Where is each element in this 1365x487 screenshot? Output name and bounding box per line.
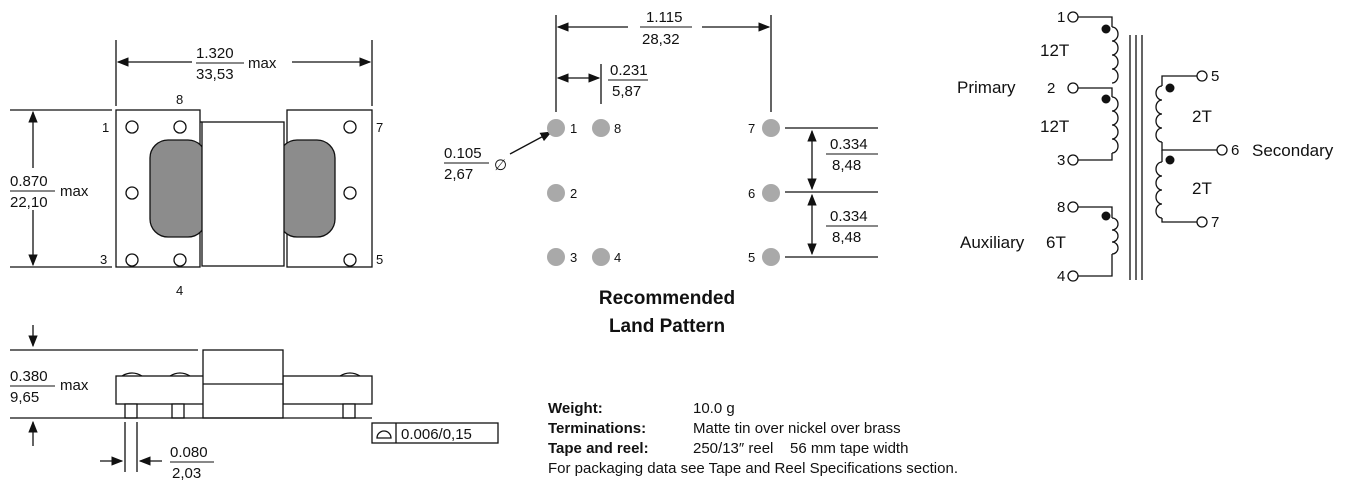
pin-width-in: 0.080 <box>170 444 208 461</box>
span-in: 1.115 <box>646 9 682 26</box>
top-view-text: 1.320 33,53 max 0.870 22,10 max 1 8 7 3 … <box>10 45 383 298</box>
pad-label-1: 1 <box>570 121 577 136</box>
pin-label-7: 7 <box>376 120 383 135</box>
polarity-dots <box>1101 24 1175 221</box>
side-left-flange <box>115 375 205 405</box>
pad-2 <box>547 184 565 202</box>
winding-body <box>201 121 285 267</box>
schematic <box>1067 11 1228 282</box>
width-in: 1.320 <box>196 45 234 62</box>
pad-6 <box>762 184 780 202</box>
turns-sec-2: 2T <box>1192 179 1212 198</box>
sch-pin-2: 2 <box>1047 80 1055 97</box>
sch-pin-3: 3 <box>1057 152 1065 169</box>
left-core <box>149 139 207 238</box>
row-pitch-2-mm: 8,48 <box>832 229 861 246</box>
weight-value: 10.0 g <box>693 400 735 417</box>
side-view <box>10 325 499 472</box>
turns-primary-1: 12T <box>1040 41 1069 60</box>
pad-dia-mm: 2,67 <box>444 166 473 183</box>
side-height-mm: 9,65 <box>10 389 39 406</box>
height-in: 0.870 <box>10 173 48 190</box>
coplanarity-value: 0.006/0,15 <box>401 426 472 443</box>
land-caption-line2: Land Pattern <box>609 316 725 337</box>
pad-5 <box>762 248 780 266</box>
tape-value: 250/13″ reel 56 mm tape width <box>693 440 909 457</box>
side-pin-2 <box>171 403 185 419</box>
schematic-text: 1 2 3 8 4 5 6 7 12T 12T 6T 2T 2T Primary… <box>957 9 1334 285</box>
land-pattern <box>509 15 878 258</box>
turns-sec-1: 2T <box>1192 107 1212 126</box>
top-view <box>10 40 373 268</box>
pin-label-5: 5 <box>376 252 383 267</box>
pad-label-8: 8 <box>614 121 621 136</box>
turns-primary-2: 12T <box>1040 117 1069 136</box>
pad-label-6: 6 <box>748 186 755 201</box>
row-pitch-1-in: 0.334 <box>830 136 868 153</box>
coplanarity-frame <box>371 422 499 444</box>
pad-label-7: 7 <box>748 121 755 136</box>
right-core <box>278 139 336 238</box>
side-height-in: 0.380 <box>10 368 48 385</box>
span-mm: 28,32 <box>642 31 680 48</box>
pad-8 <box>592 119 610 137</box>
pin-label-1: 1 <box>102 120 109 135</box>
side-pin-3 <box>342 403 356 419</box>
pin-label-4: 4 <box>176 283 183 298</box>
pad-dia-symbol: ∅ <box>494 157 507 174</box>
turns-aux: 6T <box>1046 233 1066 252</box>
weight-label: Weight: <box>548 400 603 417</box>
width-mm: 33,53 <box>196 66 234 83</box>
pad-label-5: 5 <box>748 250 755 265</box>
height-suffix: max <box>60 183 89 200</box>
side-pin-1 <box>124 403 138 419</box>
primary-label: Primary <box>957 78 1016 97</box>
terminations-label: Terminations: <box>548 420 647 437</box>
side-height-suffix: max <box>60 377 89 394</box>
pin-width-mm: 2,03 <box>172 465 201 482</box>
specifications-block: Weight: 10.0 g Terminations: Matte tin o… <box>548 399 958 479</box>
secondary-label: Secondary <box>1252 141 1334 160</box>
pad-label-3: 3 <box>570 250 577 265</box>
side-right-flange <box>282 375 373 405</box>
sch-pin-5: 5 <box>1211 68 1219 85</box>
row-pitch-2-in: 0.334 <box>830 208 868 225</box>
pad-4 <box>592 248 610 266</box>
side-view-text: 0.380 9,65 max 0.080 2,03 0.006/0,15 <box>10 368 472 482</box>
pad-label-4: 4 <box>614 250 621 265</box>
sch-pin-6: 6 <box>1231 142 1239 159</box>
row-pitch-1-mm: 8,48 <box>832 157 861 174</box>
pad-3 <box>547 248 565 266</box>
pad-dia-in: 0.105 <box>444 145 482 162</box>
tape-label: Tape and reel: <box>548 440 649 457</box>
terminations-value: Matte tin over nickel over brass <box>693 420 901 437</box>
width-suffix: max <box>248 55 277 72</box>
land-caption-line1: Recommended <box>599 288 735 309</box>
pitch-in: 0.231 <box>610 62 648 79</box>
sch-pin-7: 7 <box>1211 214 1219 231</box>
sch-pin-8: 8 <box>1057 199 1065 216</box>
pad-label-2: 2 <box>570 186 577 201</box>
pin-label-8: 8 <box>176 92 183 107</box>
land-pattern-text: 1.115 28,32 0.231 5,87 0.105 2,67 ∅ 0.33… <box>444 9 878 337</box>
sch-pin-4: 4 <box>1057 268 1065 285</box>
pitch-mm: 5,87 <box>612 83 641 100</box>
auxiliary-label: Auxiliary <box>960 233 1025 252</box>
pad-1 <box>547 119 565 137</box>
height-mm: 22,10 <box>10 194 48 211</box>
sch-pin-1: 1 <box>1057 9 1065 26</box>
pin-label-3: 3 <box>100 252 107 267</box>
packaging-note: For packaging data see Tape and Reel Spe… <box>548 460 958 477</box>
pad-7 <box>762 119 780 137</box>
land-pads <box>547 119 780 266</box>
